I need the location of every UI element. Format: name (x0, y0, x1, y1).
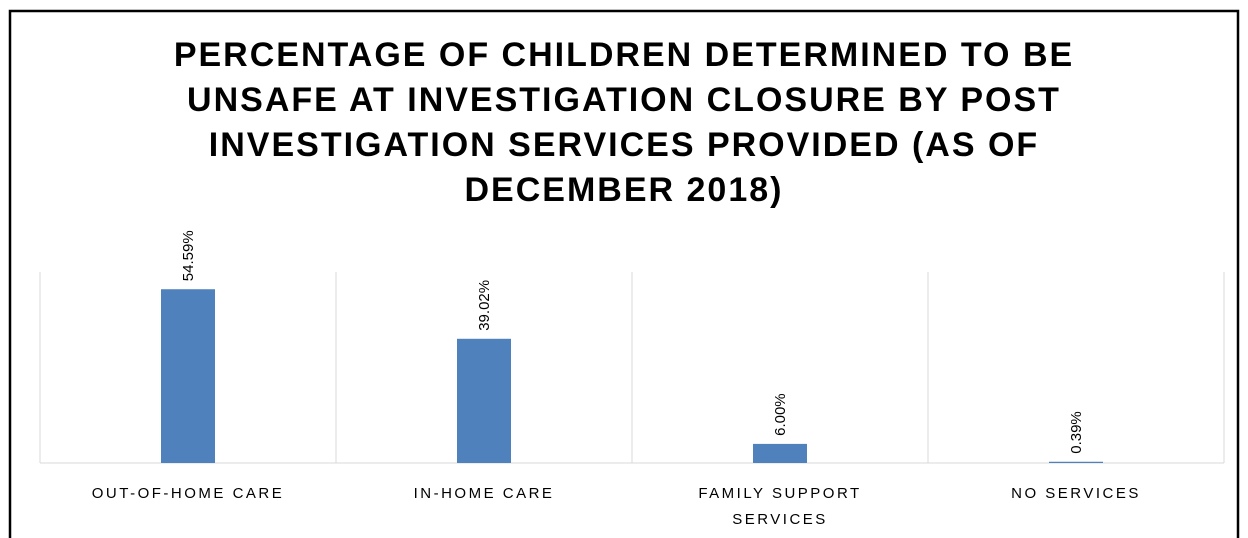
chart-title: PERCENTAGE OF CHILDREN DETERMINED TO BE … (173, 36, 1075, 209)
bar (457, 338, 511, 463)
value-label: 0.39% (1068, 411, 1085, 454)
value-label: 39.02% (476, 280, 493, 331)
x-tick-label: NO SERVICES (1011, 485, 1141, 502)
value-label: 54.59% (180, 230, 197, 281)
bar (1049, 461, 1103, 463)
value-label: 6.00% (772, 393, 789, 436)
frame (8, 9, 1240, 538)
bar (161, 289, 215, 463)
x-tick-label: IN-HOME CARE (413, 485, 555, 502)
bar (753, 443, 807, 463)
x-tick-label: OUT-OF-HOME CARE (91, 485, 285, 502)
x-tick-label: FAMILY SUPPORT SERVICES (698, 485, 862, 528)
